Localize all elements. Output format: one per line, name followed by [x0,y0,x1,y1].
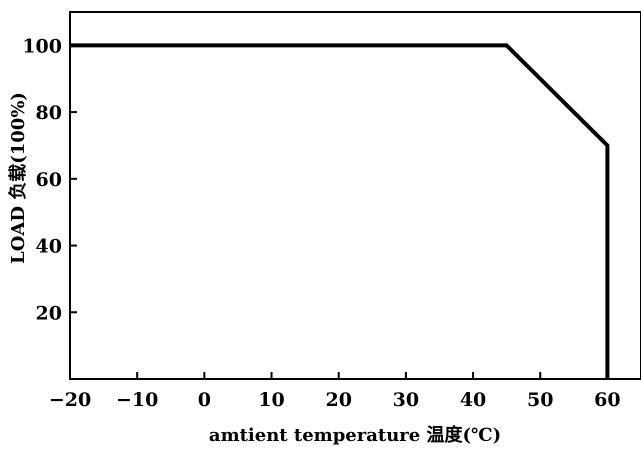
y-tick-label: 20 [36,302,62,324]
y-tick-label: 60 [36,169,62,191]
x-tick-label: 50 [527,389,553,411]
x-axis: −20 −10 0 10 20 30 40 50 60 [49,372,621,411]
derating-curve [70,43,610,379]
x-axis-title: amtient temperature 温度(℃) [209,424,501,446]
x-tick-label: 10 [258,389,284,411]
x-tick-label: 30 [393,389,419,411]
x-tick-label: −20 [49,389,91,411]
x-tick-label: 40 [460,389,486,411]
y-axis: 20 40 60 80 100 [22,35,77,324]
y-tick-label: 80 [36,102,62,124]
x-tick-label: −10 [116,389,158,411]
x-tick-label: 60 [594,389,620,411]
x-tick-label: 20 [325,389,351,411]
plot-frame [69,11,641,380]
x-tick-label: 0 [198,389,211,411]
y-tick-label: 40 [36,236,62,258]
y-axis-title: LOAD 负载(100%) [7,92,29,264]
y-tick-label: 100 [22,35,62,57]
